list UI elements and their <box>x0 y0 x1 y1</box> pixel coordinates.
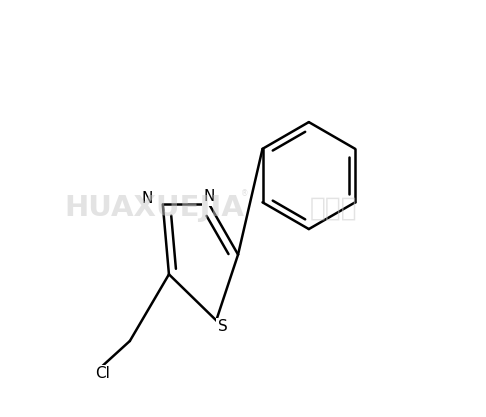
Text: N: N <box>204 189 215 204</box>
Text: N: N <box>142 191 153 206</box>
Text: ®: ® <box>242 190 249 198</box>
Text: HUAXUEJIA: HUAXUEJIA <box>65 194 244 223</box>
Text: Cl: Cl <box>95 367 110 382</box>
Text: S: S <box>218 319 227 334</box>
Text: 化学加: 化学加 <box>310 196 357 221</box>
